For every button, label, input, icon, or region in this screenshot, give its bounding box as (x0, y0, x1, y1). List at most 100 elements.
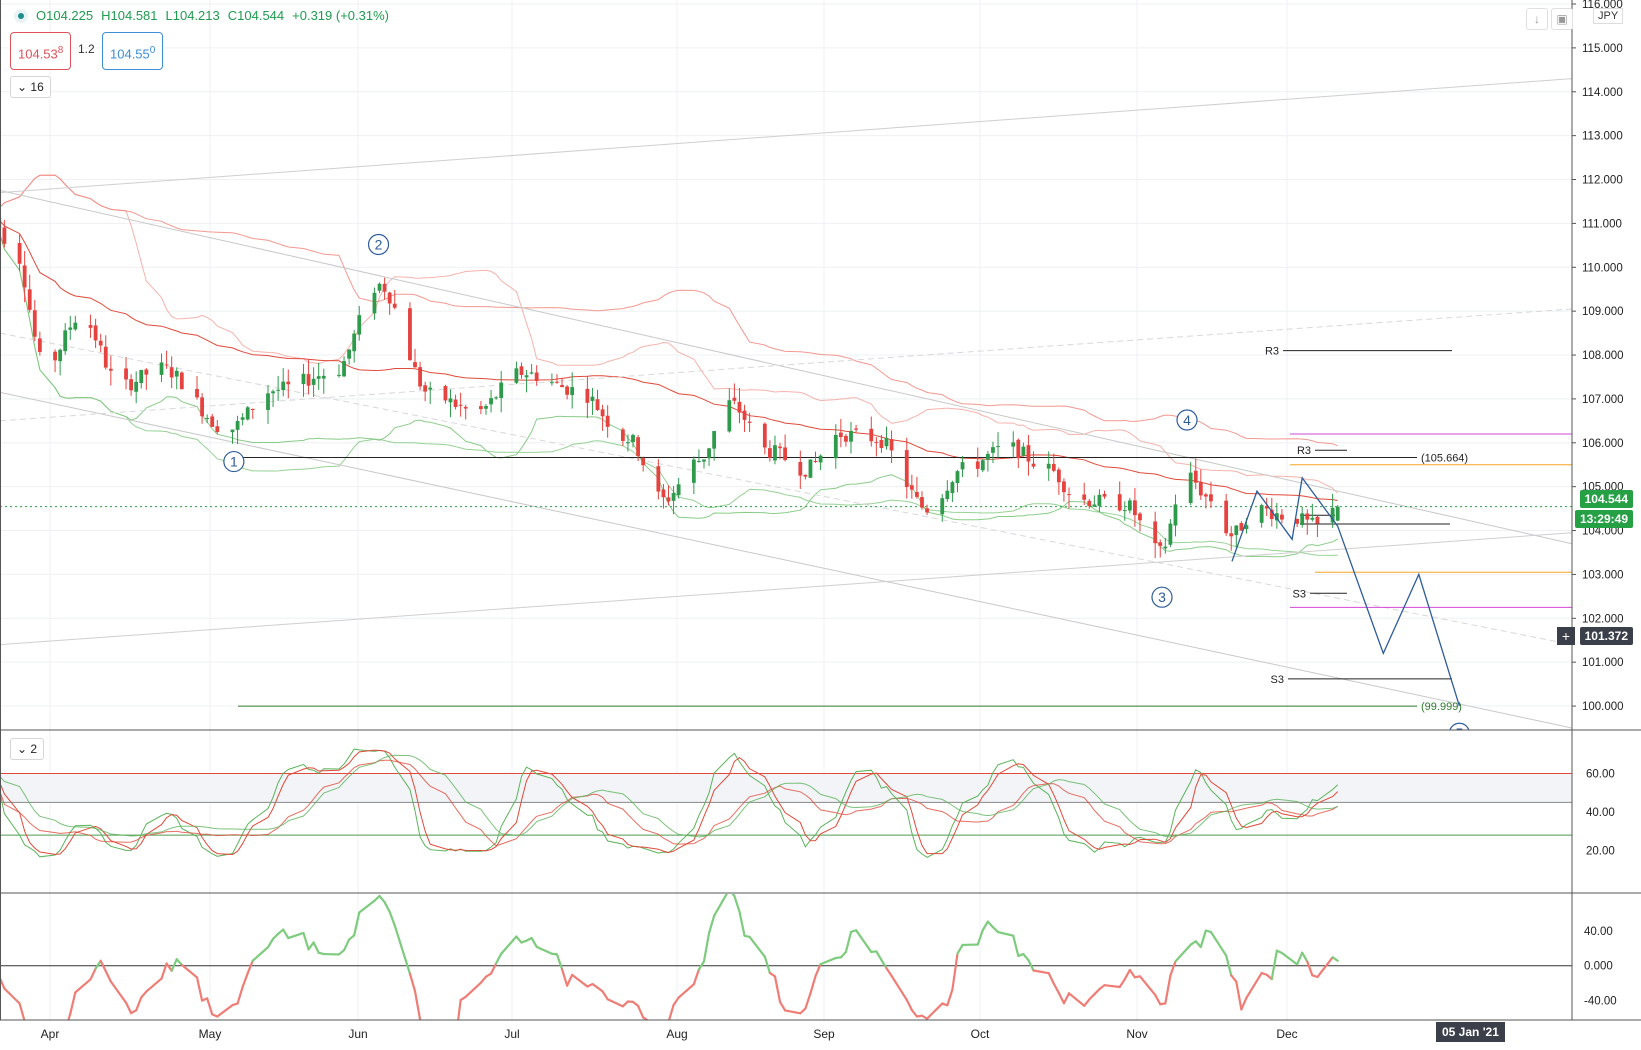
candle[interactable] (1117, 494, 1122, 511)
wave-label-circle[interactable] (223, 450, 245, 473)
candle[interactable] (762, 423, 767, 448)
candle[interactable] (235, 420, 240, 430)
candle[interactable] (342, 361, 346, 377)
candle[interactable] (605, 415, 610, 427)
candle[interactable] (565, 386, 570, 395)
candle[interactable] (357, 315, 362, 335)
candle[interactable] (1300, 513, 1305, 525)
candle[interactable] (656, 466, 661, 492)
candle[interactable] (909, 485, 914, 490)
candle[interactable] (925, 508, 929, 513)
candle[interactable] (266, 393, 270, 410)
buy-button[interactable]: 104.550 (102, 32, 164, 70)
candle[interactable] (849, 430, 853, 442)
candle[interactable] (1026, 445, 1031, 462)
candle[interactable] (453, 399, 458, 408)
price-pane[interactable]: R3 R3 (105.664) S3 S3 (99.999) 1 2 3 4 5 (0, 78, 1572, 744)
candle[interactable] (418, 367, 422, 387)
candle[interactable] (205, 417, 210, 419)
candle[interactable] (32, 310, 37, 337)
candle[interactable] (803, 474, 808, 477)
candle[interactable] (626, 442, 630, 444)
candle[interactable] (1239, 523, 1244, 531)
candle[interactable] (818, 455, 823, 463)
candle[interactable] (671, 493, 676, 501)
candle[interactable] (134, 381, 139, 392)
momentum-pane[interactable] (0, 889, 1572, 1050)
candle[interactable] (372, 292, 377, 314)
candle[interactable] (428, 387, 433, 390)
candle[interactable] (631, 434, 635, 442)
candle[interactable] (874, 441, 879, 443)
candle[interactable] (1234, 525, 1239, 536)
candle[interactable] (144, 369, 149, 375)
candle[interactable] (1153, 521, 1158, 544)
oscillator-pane[interactable] (0, 748, 1572, 858)
candle[interactable] (479, 406, 483, 410)
candle[interactable] (1168, 523, 1173, 545)
candle[interactable] (737, 401, 742, 413)
candle[interactable] (884, 438, 889, 447)
candle[interactable] (702, 459, 706, 462)
candle[interactable] (960, 462, 965, 470)
candle[interactable] (1224, 500, 1229, 534)
candle[interactable] (321, 375, 326, 379)
candle[interactable] (245, 407, 250, 420)
candle[interactable] (955, 471, 960, 484)
candle[interactable] (1102, 493, 1107, 497)
candle[interactable] (1203, 494, 1208, 497)
candle[interactable] (1335, 506, 1340, 521)
candle[interactable] (783, 447, 788, 461)
candle[interactable] (73, 322, 78, 330)
candle[interactable] (301, 373, 306, 385)
candle[interactable] (1158, 542, 1163, 546)
candle[interactable] (1051, 463, 1056, 471)
candle[interactable] (58, 349, 63, 362)
candle[interactable] (195, 388, 199, 398)
sell-button[interactable]: 104.538 (10, 32, 72, 70)
candle[interactable] (879, 439, 884, 449)
candle[interactable] (22, 265, 27, 288)
candle[interactable] (920, 497, 924, 508)
candle[interactable] (408, 308, 412, 361)
candle[interactable] (210, 416, 215, 427)
candle[interactable] (1244, 525, 1249, 530)
candle[interactable] (747, 421, 752, 423)
candle[interactable] (17, 242, 22, 264)
candle[interactable] (798, 461, 803, 476)
candle[interactable] (108, 368, 113, 371)
candle[interactable] (707, 448, 711, 459)
candle[interactable] (1046, 463, 1051, 469)
candle[interactable] (975, 461, 980, 469)
candle[interactable] (712, 431, 717, 449)
candle[interactable] (68, 327, 73, 330)
wave-label-circle[interactable] (1151, 586, 1173, 608)
wave-label-circle[interactable] (367, 233, 390, 256)
candle[interactable] (1315, 516, 1320, 524)
candle[interactable] (641, 458, 646, 466)
candle[interactable] (980, 460, 985, 471)
candle[interactable] (63, 330, 68, 352)
candle[interactable] (808, 459, 813, 478)
candle[interactable] (767, 448, 772, 458)
candle[interactable] (1127, 500, 1132, 511)
candle[interactable] (352, 333, 357, 352)
candle[interactable] (448, 398, 453, 403)
candle[interactable] (1082, 494, 1087, 500)
candle[interactable] (778, 446, 782, 449)
candle[interactable] (93, 325, 98, 341)
candle[interactable] (590, 396, 595, 401)
candle[interactable] (1097, 494, 1102, 506)
candle[interactable] (1122, 510, 1127, 512)
candle[interactable] (1305, 513, 1310, 520)
candle[interactable] (200, 397, 204, 417)
candle[interactable] (413, 362, 417, 368)
candle[interactable] (727, 400, 732, 432)
candle[interactable] (534, 372, 539, 382)
candle[interactable] (276, 389, 281, 391)
candle[interactable] (124, 368, 128, 380)
candle[interactable] (666, 497, 671, 502)
candle[interactable] (1067, 494, 1071, 496)
candle[interactable] (271, 391, 275, 394)
trendline[interactable] (0, 532, 1572, 646)
